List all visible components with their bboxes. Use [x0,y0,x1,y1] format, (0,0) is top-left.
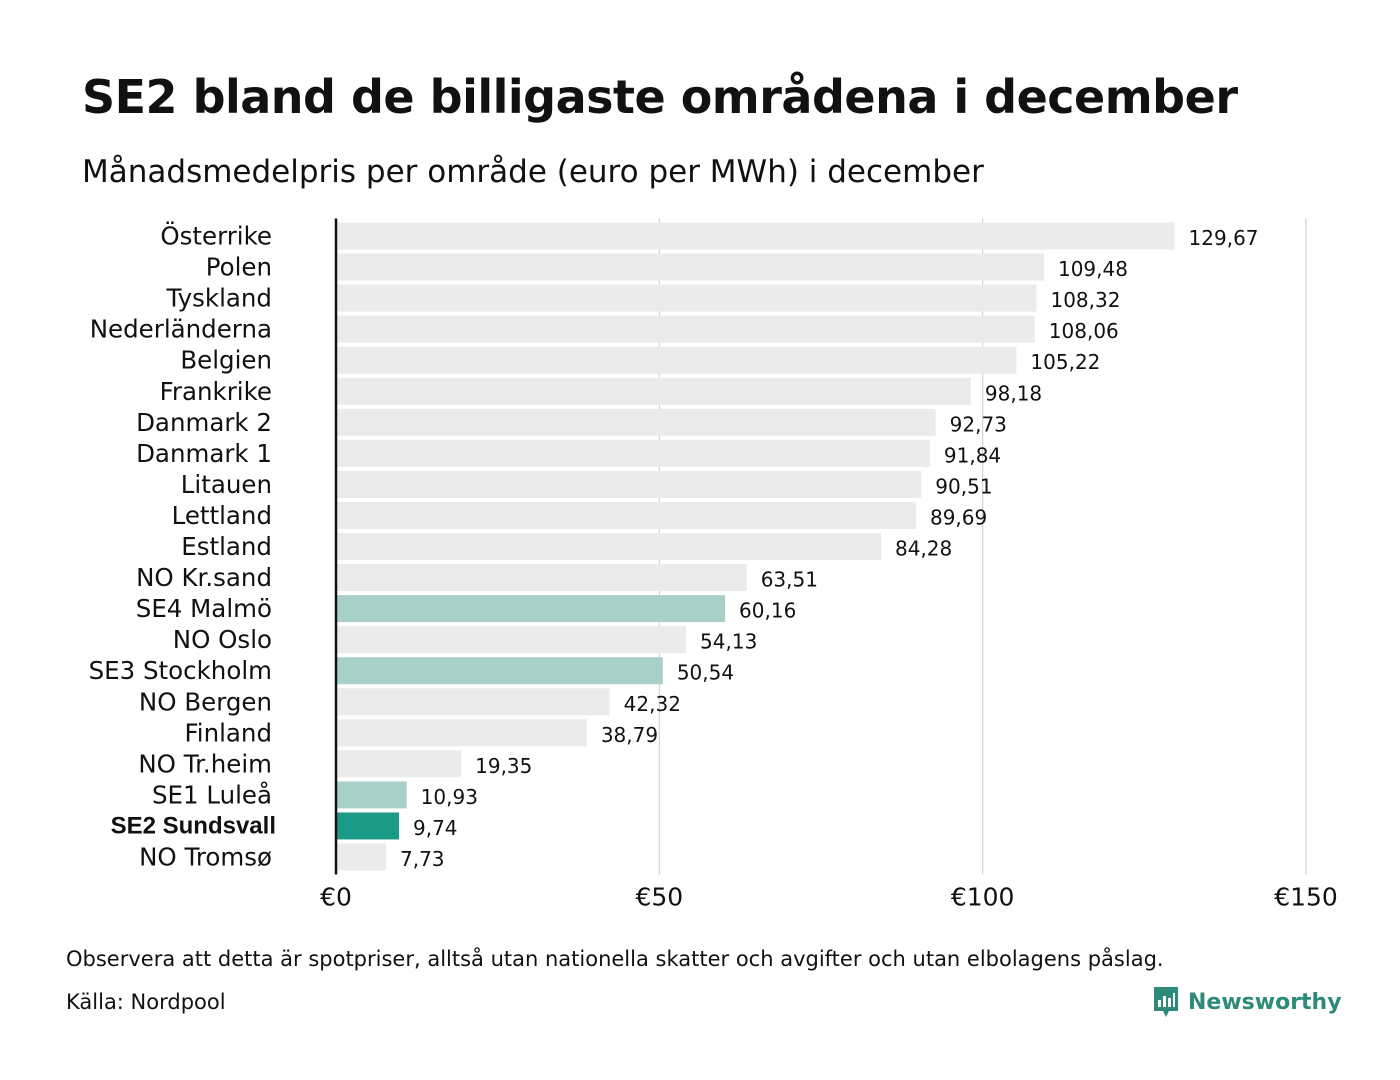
bar [336,439,930,467]
bar [336,812,399,840]
bar [336,750,462,778]
category-label: NO Bergen [139,687,272,716]
category-label: Danmark 2 [136,408,272,437]
value-label: 129,67 [1189,226,1259,250]
footnote: Observera att detta är spotpriser, allts… [66,947,1164,971]
value-label: 98,18 [985,381,1042,405]
category-label: Finland [184,718,272,747]
brand-logo: Newsworthy [1152,985,1342,1019]
category-label: Nederländerna [90,315,272,344]
bar [336,533,882,560]
bar [336,346,1017,374]
category-label: Polen [206,253,272,282]
category-labels: ÖsterrikePolenTysklandNederländernaBelgi… [89,222,276,872]
x-tick-label: €0 [320,883,352,912]
bar [336,408,936,436]
value-label: 109,48 [1058,257,1128,281]
bar [336,657,663,685]
value-label: 38,79 [601,723,658,747]
bars [336,222,1175,871]
bar [336,719,587,747]
value-label: 10,93 [421,785,478,809]
category-label: Tyskland [165,284,272,313]
bar [336,781,407,809]
value-labels: 129,67 109,48 108,32 108,06 105,22 98,18 92,73… [400,226,1259,871]
brand-name: Newsworthy [1188,989,1342,1015]
value-label: 84,28 [895,537,952,561]
source-note: Källa: Nordpool [66,990,226,1014]
x-tick-label: €150 [1274,883,1338,912]
value-label: 92,73 [950,412,1007,436]
category-label: SE3 Stockholm [89,656,272,685]
value-label: 54,13 [700,630,757,654]
category-label: Estland [181,532,272,561]
category-label: NO Oslo [173,625,272,654]
bar [336,377,971,405]
value-label: 108,06 [1049,319,1119,343]
value-label: 89,69 [930,505,987,529]
category-label: Österrike [160,222,272,251]
bar [336,501,916,529]
value-label: 19,35 [475,754,532,778]
x-tick-label: €100 [951,883,1015,912]
value-label: 60,16 [739,599,796,623]
bar [336,564,747,592]
bar [336,470,922,498]
bar [336,253,1044,281]
chart-title: SE2 bland de billigaste områdena i decem… [82,70,1238,124]
bar-chart: ÖsterrikePolenTysklandNederländernaBelgi… [89,218,1338,912]
value-label: 108,32 [1050,288,1120,312]
category-label: Danmark 1 [136,439,272,468]
value-label: 7,73 [400,847,445,871]
value-label: 105,22 [1030,350,1100,374]
category-label: NO Tr.heim [138,749,272,778]
bar [336,595,726,623]
value-label: 63,51 [761,568,818,592]
category-label: NO Kr.sand [136,563,272,592]
x-tick-label: €50 [635,883,683,912]
value-label: 91,84 [944,443,1001,467]
category-label: Litauen [181,470,272,499]
x-axis: €0 €50 €100 €150 [320,218,1338,912]
bar [336,284,1037,312]
newsworthy-logo-icon [1154,987,1178,1017]
category-label: SE2 Sundsvall [111,812,276,839]
bar [336,626,687,654]
category-label: SE4 Malmö [136,594,272,623]
value-label: 42,32 [624,692,681,716]
bar [336,315,1035,343]
category-label: SE1 Luleå [152,780,272,809]
value-label: 9,74 [413,816,458,840]
category-label: NO Tromsø [139,843,272,872]
category-label: Frankrike [160,377,272,406]
category-label: Belgien [180,346,272,375]
category-label: Lettland [172,501,272,530]
bar [336,222,1175,250]
bar [336,843,386,871]
value-label: 90,51 [935,474,992,498]
bar [336,688,610,716]
value-label: 50,54 [677,661,734,685]
chart-subtitle: Månadsmedelpris per område (euro per MWh… [82,154,984,190]
